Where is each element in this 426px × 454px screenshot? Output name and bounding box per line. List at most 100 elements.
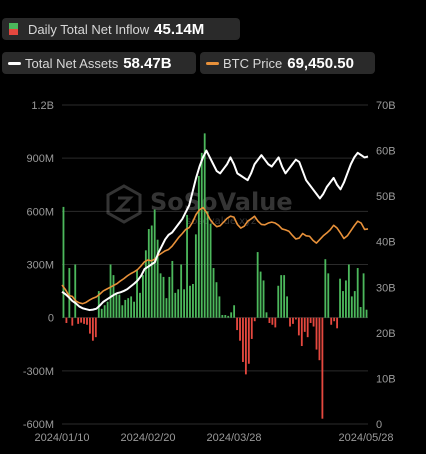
legend-daily-net-inflow[interactable]: Daily Total Net Inflow 45.14M	[2, 18, 240, 40]
left-axis-ticks: 1.2B 900M 600M 300M 0 -300M -600M	[23, 100, 54, 431]
sosovalue-watermark: SoSoValue sosovalue.xyz	[106, 184, 293, 227]
inflow-bar	[94, 317, 97, 338]
inflow-bar	[150, 225, 153, 318]
sosovalue-logo-icon	[106, 184, 142, 224]
inflow-bar	[124, 299, 127, 318]
inflow-bar	[68, 268, 71, 318]
inflow-bar	[283, 275, 286, 318]
inflow-bar	[330, 317, 333, 325]
inflow-bar	[277, 285, 280, 318]
inflow-bar	[171, 260, 174, 318]
inflow-bar	[177, 289, 180, 318]
inflow-bar	[97, 291, 100, 318]
inflow-bar	[77, 317, 80, 324]
inflow-bar	[218, 296, 221, 318]
inflow-bar	[233, 305, 236, 318]
inflow-bar	[292, 317, 294, 324]
inflow-bar	[356, 268, 359, 318]
x-axis-ticks: 2024/01/10 2024/02/20 2024/03/28 2024/05/28	[34, 432, 393, 444]
inflow-bar	[80, 317, 83, 323]
inflow-bar	[239, 317, 241, 341]
inflow-bar	[274, 317, 277, 328]
inflow-bar	[206, 211, 209, 318]
inflow-bar	[212, 268, 215, 318]
legend-inflow-label: Daily Total Net Inflow	[28, 21, 150, 37]
legend-assets-value: 58.47B	[123, 54, 172, 72]
inflow-bar	[265, 312, 268, 318]
right-axis-tick-label: 60B	[376, 146, 396, 158]
inflow-bar	[224, 315, 227, 318]
legend-btc-value: 69,450.50	[287, 54, 354, 72]
inflow-bar	[347, 264, 350, 318]
inflow-bar	[200, 152, 203, 318]
right-axis-tick-label: 20B	[376, 328, 396, 340]
legend-inflow-value: 45.14M	[154, 20, 205, 38]
inflow-bar	[186, 214, 188, 318]
left-axis-tick-label: 900M	[26, 153, 54, 165]
inflow-bar	[144, 250, 147, 318]
x-axis-tick-label: 2024/03/28	[206, 432, 261, 444]
inflow-bar	[253, 317, 256, 322]
right-axis-tick-label: 40B	[376, 237, 396, 249]
legend-assets-label: Total Net Assets	[25, 55, 119, 71]
inflow-bar	[271, 317, 274, 325]
inflow-bar	[174, 292, 177, 318]
inflow-bar	[280, 275, 283, 318]
inflow-bar	[324, 259, 327, 318]
inflow-bar	[130, 296, 133, 318]
inflow-bar	[244, 317, 247, 375]
inflow-bar	[353, 291, 356, 318]
inflow-bar	[262, 280, 265, 318]
inflow-bar	[194, 234, 197, 318]
inflow-bar	[89, 317, 91, 334]
inflow-bar	[342, 291, 344, 318]
inflow-bar	[336, 317, 339, 329]
inflow-bar	[183, 289, 186, 318]
inflow-bar	[247, 317, 250, 364]
inflow-bar	[62, 206, 65, 318]
right-axis-tick-label: 70B	[376, 100, 396, 112]
inflow-bar	[121, 305, 124, 318]
inflow-bar	[74, 264, 77, 318]
legend-btc-price[interactable]: BTC Price 69,450.50	[200, 52, 375, 74]
watermark-url: sosovalue.xyz	[186, 216, 256, 227]
inflow-bar	[303, 317, 306, 332]
left-axis-tick-label: -600M	[23, 419, 54, 431]
inflow-bar	[318, 317, 321, 361]
inflow-bar	[286, 296, 288, 318]
inflow-bar	[127, 298, 130, 318]
left-axis-tick-label: -300M	[23, 366, 54, 378]
inflow-bar	[268, 317, 271, 323]
inflow-bar	[86, 317, 88, 325]
inflow-bar	[156, 239, 159, 318]
inflow-swatch-icon	[9, 23, 18, 35]
left-axis-tick-label: 0	[48, 313, 54, 325]
inflow-bar	[153, 209, 156, 318]
inflow-bar	[289, 317, 291, 327]
inflow-bar	[362, 273, 365, 318]
inflow-bar	[312, 317, 315, 327]
legend-btc-label: BTC Price	[223, 55, 283, 71]
inflow-bar	[71, 317, 74, 326]
left-axis-tick-label: 600M	[26, 206, 54, 218]
inflow-bar	[215, 282, 218, 318]
inflow-bar	[139, 292, 141, 318]
inflow-bar	[365, 309, 368, 318]
inflow-bar	[209, 223, 212, 318]
inflow-bar	[165, 298, 168, 318]
inflow-bar	[306, 317, 309, 338]
right-axis-tick-label: 0	[376, 419, 382, 431]
inflow-bar	[339, 278, 341, 318]
inflow-bar	[65, 317, 68, 323]
legend-total-net-assets[interactable]: Total Net Assets 58.47B	[2, 52, 196, 74]
inflow-bar	[259, 271, 262, 318]
inflow-bar	[118, 294, 121, 318]
inflow-bar	[192, 283, 194, 318]
inflow-bar	[112, 275, 115, 318]
inflow-bar	[197, 175, 200, 318]
inflow-bar	[115, 292, 118, 318]
inflow-bar	[91, 317, 94, 341]
btc-price-line	[61, 206, 369, 305]
